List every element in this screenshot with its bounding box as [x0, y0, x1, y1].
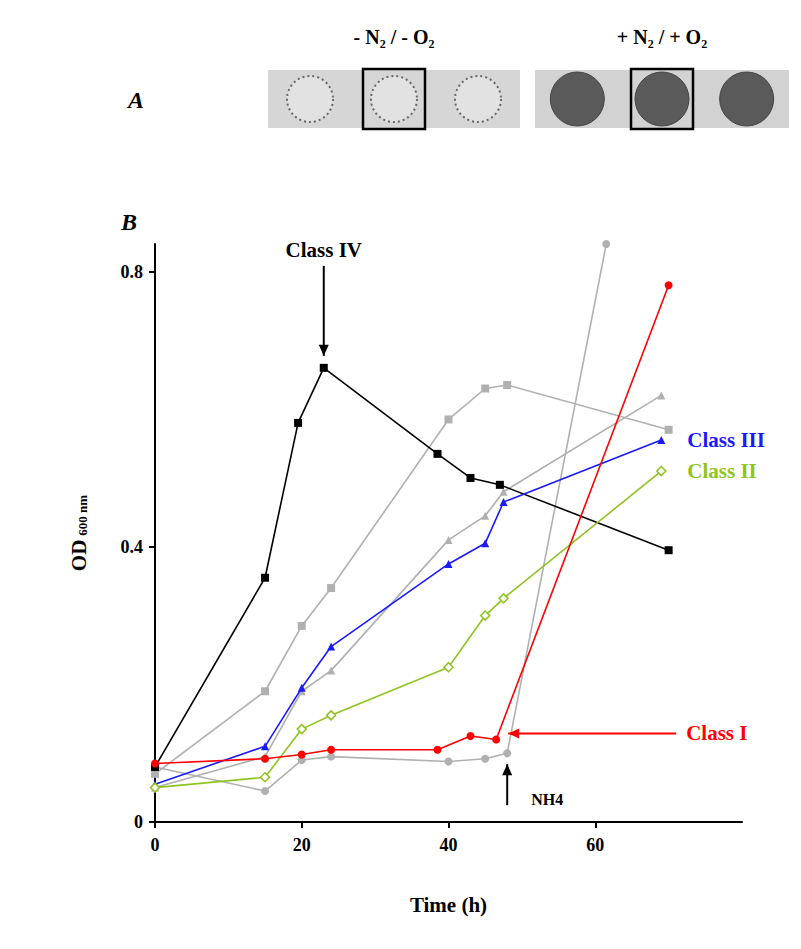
- svg-text:0.4: 0.4: [121, 537, 144, 557]
- svg-text:0.8: 0.8: [121, 262, 144, 282]
- svg-text:Class IV: Class IV: [286, 238, 362, 262]
- svg-text:Class II: Class II: [687, 459, 756, 483]
- svg-text:600 nm: 600 nm: [75, 495, 90, 536]
- svg-text:40: 40: [440, 835, 458, 855]
- svg-text:Class I: Class I: [686, 721, 747, 745]
- svg-text:Class III: Class III: [687, 428, 765, 452]
- svg-text:NH4: NH4: [531, 791, 563, 808]
- svg-text:20: 20: [293, 835, 311, 855]
- svg-text:+ N₂ / + O₂: + N₂ / + O₂: [617, 26, 707, 48]
- svg-text:Time (h): Time (h): [410, 893, 487, 917]
- svg-text:0: 0: [134, 812, 143, 832]
- svg-text:60: 60: [586, 835, 604, 855]
- svg-text:0: 0: [151, 835, 160, 855]
- svg-text:OD: OD: [67, 540, 91, 572]
- svg-text:A: A: [126, 87, 144, 113]
- svg-text:- N₂ / - O₂: - N₂ / - O₂: [354, 26, 435, 48]
- svg-text:B: B: [120, 209, 137, 235]
